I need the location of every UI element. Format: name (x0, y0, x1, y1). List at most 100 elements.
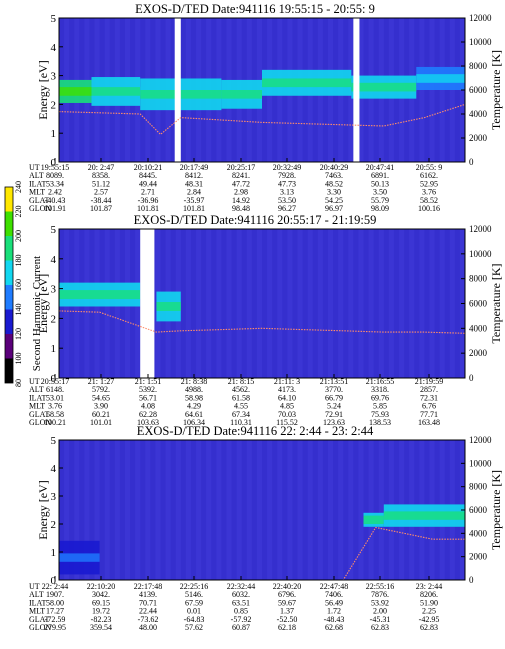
ephemeris-value: 61.58 (232, 393, 250, 402)
y-tick-label: 5 (51, 435, 57, 447)
ephemeris-value: 48.00 (139, 623, 157, 632)
ephemeris-value: -73.62 (138, 615, 159, 624)
y-tick-label: 5 (51, 13, 57, 25)
intensity-band-core (383, 511, 465, 520)
ephemeris-row-label: GLON (29, 418, 51, 427)
ephemeris-value: -40.43 (45, 196, 66, 205)
ephemeris-value: 8412. (185, 171, 203, 180)
ephemeris-value: 51.90 (420, 598, 438, 607)
spectrogram-texture (170, 440, 176, 580)
intensity-band-core (59, 87, 92, 96)
ephemeris-value: 62.83 (420, 623, 438, 632)
ephemeris-value: 106.34 (183, 418, 205, 427)
ephemeris-value: 1.72 (327, 607, 341, 616)
ephemeris-value: 67.59 (185, 598, 203, 607)
ephemeris-value: 3318. (371, 385, 389, 394)
ephemeris-value: 3.30 (327, 188, 341, 197)
y-axis-label: Energy [eV] (36, 274, 50, 333)
ephemeris-value: -72.59 (45, 615, 66, 624)
spectrogram-texture (312, 229, 318, 378)
y-tick-label: 1 (51, 547, 57, 559)
ephemeris-value: 21: 1:27 (88, 377, 114, 386)
ephemeris-row-label: UT (29, 377, 40, 386)
ephemeris-value: 8358. (92, 171, 110, 180)
y-right-tick-label: 12000 (469, 224, 492, 234)
colorbar-segment (5, 285, 13, 310)
ephemeris-value: 3.90 (94, 402, 108, 411)
ephemeris-value: 4.08 (141, 402, 155, 411)
spectrogram-texture (231, 229, 237, 378)
ephemeris-value: 67.34 (232, 410, 250, 419)
temperature-trace (58, 103, 466, 136)
ephemeris-row-label: GLAT (29, 196, 50, 205)
ephemeris-value: 53.92 (371, 598, 389, 607)
ephemeris-value: 19:55:15 (41, 163, 69, 172)
ephemeris-value: 51.12 (92, 179, 110, 188)
ephemeris-value: 4173. (278, 385, 296, 394)
ephemeris-value: 58.58 (46, 410, 64, 419)
ephemeris-row-label: ALT (29, 385, 44, 394)
ephemeris-value: 6162. (420, 171, 438, 180)
y-tick-label: 5 (51, 224, 57, 236)
spectrogram-texture (343, 229, 349, 378)
ephemeris-value: 101.91 (44, 204, 66, 213)
ephemeris-value: 4988. (185, 385, 203, 394)
ephemeris-value: 138.53 (369, 418, 391, 427)
ephemeris-row-label: ILAT (29, 179, 46, 188)
spectrogram-texture (444, 229, 450, 378)
ephemeris-value: 1907. (46, 590, 64, 599)
y-axis-label: Energy [eV] (36, 60, 50, 119)
colorbar-tick-label: 160 (14, 279, 23, 291)
colorbar-segment (5, 334, 13, 359)
panel-title: EXOS-D/TED Date:941116 22: 2:44 - 23: 2:… (137, 424, 374, 438)
ephemeris-row-label: ILAT (29, 393, 46, 402)
ephemeris-value: 70.03 (278, 410, 296, 419)
ephemeris-value: 54.25 (325, 196, 343, 205)
spectrogram-texture (150, 440, 156, 580)
y-axis-label: Energy [eV] (36, 480, 50, 539)
ephemeris-value: 21: 1:51 (135, 377, 161, 386)
y-tick-label: 3 (51, 491, 57, 503)
colorbar-tick-label: 140 (14, 304, 23, 316)
ephemeris-value: 72.31 (420, 393, 438, 402)
ephemeris-value: 53.34 (46, 179, 64, 188)
spectrogram-texture (282, 229, 288, 378)
ephemeris-value: 60.21 (92, 410, 110, 419)
colorbar-segment (5, 260, 13, 285)
ephemeris-value: 20: 2:47 (88, 163, 114, 172)
ephemeris-value: 115.52 (276, 418, 298, 427)
ephemeris-value: 22:32:44 (227, 582, 255, 591)
y-tick-label: 2 (51, 313, 57, 325)
ephemeris-value: 62.83 (371, 623, 389, 632)
ephemeris-value: 1.37 (280, 607, 294, 616)
ephemeris-value: 19.72 (92, 607, 110, 616)
y-right-tick-label: 10000 (469, 458, 492, 468)
ephemeris-value: -82.23 (91, 615, 112, 624)
y-right-tick-label: 0 (469, 575, 474, 585)
y-tick-label: 0 (51, 575, 57, 587)
spectrogram-texture (353, 229, 359, 378)
ephemeris-value: -36.96 (138, 196, 159, 205)
y-right-tick-label: 12000 (469, 13, 492, 23)
spectrogram-texture (231, 440, 237, 580)
ephemeris-value: 96.27 (278, 204, 296, 213)
spectrogram-texture (322, 229, 328, 378)
y-right-tick-label: 6000 (469, 505, 488, 515)
ephemeris-value: 22:10:20 (87, 582, 115, 591)
ephemeris-value: 21:16:55 (366, 377, 394, 386)
ephemeris-row-label: GLAT (29, 410, 50, 419)
spectrogram-texture (109, 440, 115, 580)
y-tick-label: 1 (51, 128, 57, 140)
ephemeris-value: 69.76 (371, 393, 389, 402)
spectrogram-texture (393, 229, 400, 378)
spectrogram-texture (140, 440, 146, 580)
y-tick-label: 4 (51, 254, 57, 266)
intensity-band-core (416, 74, 465, 83)
ephemeris-value: 3.76 (422, 188, 436, 197)
y-tick-label: 0 (51, 373, 57, 385)
ephemeris-value: 2857. (420, 385, 438, 394)
ephemeris-value: 4.85 (280, 402, 294, 411)
spectrogram-texture (383, 229, 389, 378)
intensity-band-core (351, 82, 417, 92)
spectrogram-texture (363, 229, 369, 378)
